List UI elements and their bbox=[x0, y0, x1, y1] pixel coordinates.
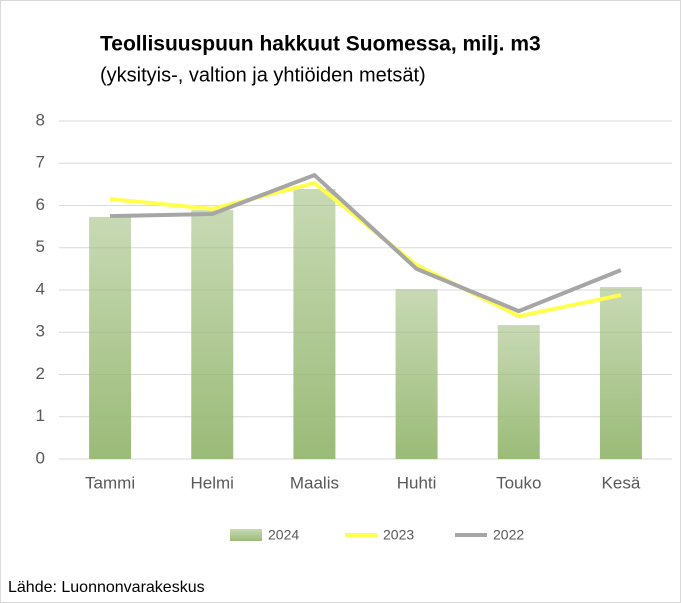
bar bbox=[395, 289, 438, 459]
legend-label: 2024 bbox=[268, 527, 299, 543]
y-tick-label: 4 bbox=[36, 279, 45, 298]
y-tick-label: 5 bbox=[36, 237, 45, 256]
x-tick-label: Maalis bbox=[290, 473, 339, 492]
x-tick-label: Tammi bbox=[85, 473, 135, 492]
chart-subtitle: (yksityis-, valtion ja yhtiöiden metsät) bbox=[100, 64, 426, 86]
bar bbox=[89, 216, 132, 459]
y-tick-label: 8 bbox=[36, 110, 45, 129]
y-tick-label: 6 bbox=[36, 195, 45, 214]
line bbox=[110, 173, 622, 314]
chart-title: Teollisuuspuun hakkuut Suomessa, milj. m… bbox=[100, 33, 541, 56]
x-tick-label: Huhti bbox=[397, 473, 437, 492]
y-tick-label: 7 bbox=[36, 153, 45, 172]
bar bbox=[191, 210, 234, 459]
y-tick-label: 2 bbox=[36, 364, 45, 383]
x-tick-label: Touko bbox=[496, 473, 541, 492]
source: Lähde: Luonnonvarakeskus bbox=[8, 579, 205, 596]
bar bbox=[599, 287, 642, 459]
y-tick-label: 3 bbox=[36, 322, 45, 341]
y-tick-label: 0 bbox=[36, 448, 45, 467]
x-tick-label: Helmi bbox=[191, 473, 234, 492]
bar bbox=[293, 189, 336, 459]
bar bbox=[497, 325, 540, 459]
y-tick-label: 1 bbox=[36, 406, 45, 425]
x-tick-label: Kesä bbox=[602, 473, 641, 492]
legend-label: 2022 bbox=[493, 527, 524, 543]
legend-swatch bbox=[230, 529, 262, 541]
legend-label: 2023 bbox=[383, 527, 414, 543]
